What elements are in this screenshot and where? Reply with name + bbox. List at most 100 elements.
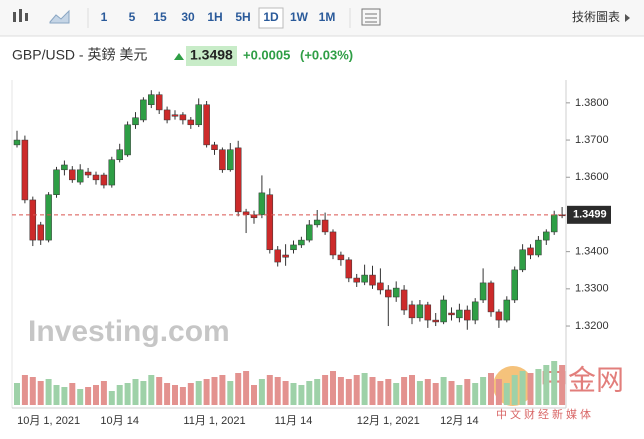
volume-bar (45, 379, 52, 405)
volume-bar (172, 385, 178, 405)
volume-bar (37, 381, 44, 405)
candle-body (408, 304, 416, 319)
candle-body (227, 149, 234, 171)
volume-bar (61, 387, 68, 405)
candle-body (424, 304, 432, 321)
candle-body (195, 104, 202, 126)
candle-icon[interactable] (13, 9, 28, 22)
arrow (625, 14, 630, 22)
x-tick-label: 10月 1, 2021 (17, 415, 80, 427)
y-tick-label: 1.3200 (575, 320, 609, 332)
candle-body (37, 224, 44, 241)
change: +0.0005 (243, 47, 290, 62)
volume-bar (401, 377, 408, 405)
volume-bar (330, 371, 336, 405)
volume-bar (116, 385, 123, 405)
volume-bar (132, 379, 139, 405)
candle-body (353, 277, 360, 283)
interval-button[interactable]: 1M (319, 10, 336, 24)
candle-body (464, 309, 471, 321)
candle-body (432, 319, 439, 323)
volume-bar (195, 381, 202, 405)
volume-bar (274, 377, 281, 405)
interval-button[interactable]: 15 (153, 10, 167, 24)
candle-body (321, 219, 329, 233)
area-icon[interactable] (49, 9, 70, 24)
candle-body (385, 289, 392, 298)
volume-bar (432, 383, 439, 405)
volume-bar (266, 375, 273, 405)
toolbar (0, 0, 644, 36)
candle-body (361, 274, 368, 283)
candle-body (527, 247, 534, 256)
interval-button[interactable]: 5H (235, 10, 250, 24)
candle-body (53, 169, 60, 195)
interval-button[interactable]: 5 (129, 10, 136, 24)
volume-bar (282, 381, 289, 405)
volume-bar (235, 373, 242, 405)
candle-body (337, 254, 345, 261)
last-price-box (567, 205, 611, 224)
volume-bar (416, 381, 423, 405)
volume-bar (377, 381, 384, 405)
volume-bar (211, 377, 218, 405)
candle-body (45, 194, 52, 241)
volume-bar (385, 379, 392, 405)
candle-body (519, 249, 526, 271)
candle-body (163, 109, 171, 121)
y-tick-label: 1.3300 (575, 283, 609, 295)
candle-body (471, 301, 479, 321)
volume-bar (314, 379, 321, 405)
y-tick-label: 1.3400 (575, 246, 609, 258)
volume-bar (290, 383, 297, 405)
volume-bar (480, 377, 487, 405)
interval-button[interactable]: 1 (101, 10, 108, 24)
candle-body (76, 169, 84, 183)
interval-button[interactable]: 1W (290, 10, 309, 24)
candle-body (21, 139, 29, 201)
candle-body (234, 147, 242, 213)
indicator-icon[interactable] (361, 8, 381, 26)
candle-body (369, 274, 376, 286)
volume-bar (472, 383, 479, 405)
volume-bar (227, 381, 234, 405)
interval-button[interactable]: 30 (181, 10, 195, 24)
candle-body (495, 311, 503, 321)
x-tick-label: 10月 14 (100, 415, 139, 427)
candle-body (116, 149, 123, 161)
candle-body (345, 259, 353, 279)
candle-body (13, 139, 21, 146)
interval-button[interactable]: 1H (207, 10, 222, 24)
candle-body (456, 309, 463, 319)
candle-body (479, 282, 487, 301)
price-box (186, 46, 237, 66)
volume-bar (519, 371, 526, 405)
volume-bar (219, 375, 226, 405)
technical-chart-link[interactable]: 技術圖表 (572, 10, 620, 24)
candle-body (290, 244, 297, 251)
volume-bar (164, 383, 171, 405)
interval-button[interactable]: 1D (263, 10, 279, 24)
volume-bar (409, 375, 415, 405)
volume-bar (29, 377, 36, 405)
candle-body (282, 254, 289, 258)
volume-bar (495, 379, 502, 405)
candle-body (535, 239, 542, 256)
volume-bar (369, 377, 376, 405)
volume-bar (511, 375, 518, 405)
up-arrow (174, 53, 184, 60)
volume-bar (108, 391, 115, 405)
candle-body (503, 299, 511, 321)
volume-bar (535, 369, 542, 405)
candle-body (377, 282, 384, 291)
y-tick-label: 1.3800 (575, 97, 609, 109)
volume-bar (298, 385, 305, 405)
candle-body (511, 269, 518, 301)
candle-body (274, 249, 281, 263)
candle-body (298, 239, 305, 246)
volume-bar (258, 379, 265, 405)
volume-bar (306, 381, 313, 405)
volume-bar (448, 381, 455, 405)
selected-box (258, 7, 284, 29)
